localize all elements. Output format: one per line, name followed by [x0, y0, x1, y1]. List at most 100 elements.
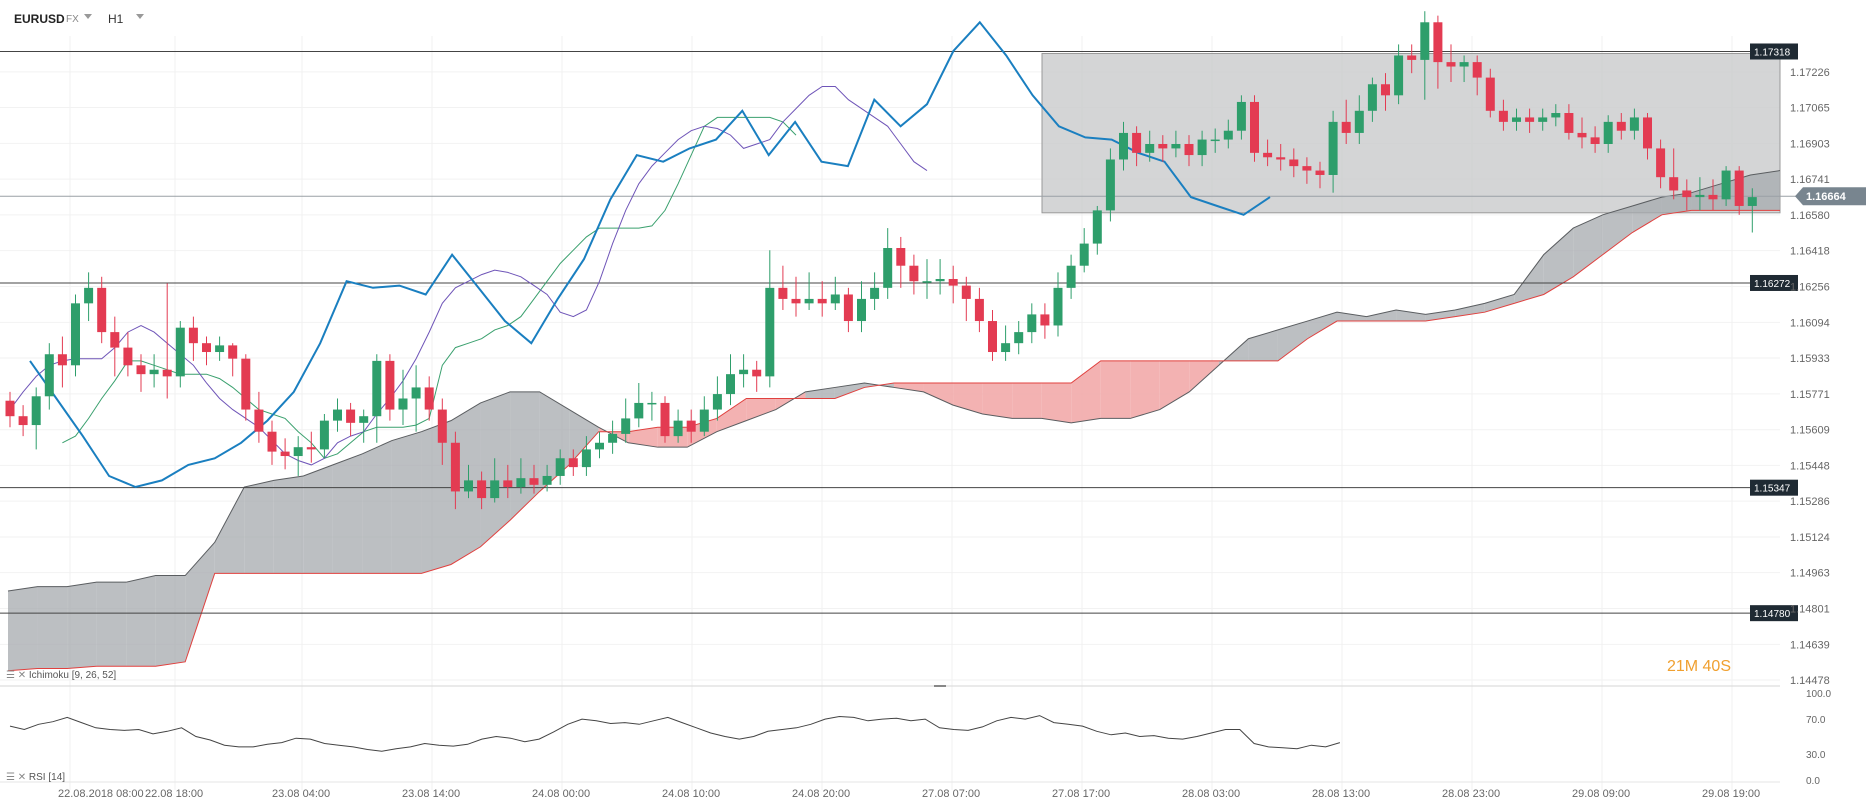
y-axis-tick-label: 1.16094	[1790, 317, 1830, 329]
symbol-label[interactable]: EURUSD	[14, 12, 65, 26]
candle-body	[398, 398, 408, 410]
candle-body	[739, 369, 749, 375]
candle-body	[634, 402, 644, 419]
candle-body	[1708, 194, 1718, 200]
candle-body	[608, 433, 618, 443]
level-price-label: 1.15347	[1754, 484, 1791, 495]
ichimoku-cloud-segment	[982, 383, 1013, 419]
candle-body	[529, 478, 539, 485]
ichimoku-cloud-segment	[214, 487, 245, 574]
candle-body	[1250, 101, 1259, 153]
candle-body	[1590, 137, 1600, 144]
candle-body	[97, 287, 107, 333]
candle-body	[1119, 132, 1128, 160]
ichimoku-cloud-segment	[332, 453, 363, 574]
candle-body	[71, 303, 80, 366]
settings-icon[interactable]: ☰ ✕	[6, 670, 27, 681]
countdown-minutes-unit: M	[1684, 658, 1699, 675]
candle-body	[1053, 287, 1063, 326]
ichimoku-cloud-segment	[923, 383, 954, 406]
ichimoku-legend[interactable]: ☰ ✕ Ichimoku [9, 26, 52]	[6, 670, 116, 681]
candle-body	[1512, 117, 1521, 122]
candle-body	[1328, 121, 1338, 175]
candle-body	[935, 278, 945, 282]
candle-body	[280, 451, 290, 457]
candle-body	[870, 287, 880, 299]
x-axis-tick-label: 27.08 07:00	[922, 788, 980, 800]
candle-body	[359, 416, 369, 423]
tenkan-sen-line	[9, 86, 928, 466]
candle-body	[162, 369, 172, 377]
candle-body	[1066, 265, 1076, 288]
ichimoku-cloud-segment	[8, 586, 38, 671]
ichimoku-cloud-segment	[1602, 205, 1633, 255]
ichimoku-cloud-segment	[391, 431, 422, 574]
timeframe-selector[interactable]: H1	[108, 12, 124, 26]
candle-body	[595, 442, 604, 450]
candle-body	[1616, 121, 1626, 131]
ichimoku-cloud-segment	[1130, 360, 1160, 419]
ichimoku-cloud-segment	[480, 391, 511, 547]
candle-body	[1747, 197, 1757, 206]
candle-body	[490, 480, 500, 499]
x-axis-tick-label: 28.08 03:00	[1182, 788, 1240, 800]
candle-body	[1734, 170, 1744, 206]
candle-body	[1276, 157, 1286, 160]
candle-body	[293, 447, 303, 457]
candle-body	[1236, 101, 1246, 131]
candle-body	[843, 294, 853, 322]
candle-body	[817, 298, 827, 304]
rsi-axis-tick-label: 30.0	[1806, 750, 1826, 761]
candle-body	[228, 345, 238, 359]
candle-body	[1643, 117, 1652, 149]
candle-body	[267, 431, 277, 452]
candle-body	[712, 394, 722, 410]
ichimoku-cloud-segment	[1337, 312, 1367, 322]
countdown-seconds: 40	[1702, 658, 1721, 675]
market-chevron-down-icon[interactable]	[84, 14, 92, 19]
candle-body	[57, 354, 67, 366]
ichimoku-cloud-segment	[805, 387, 835, 399]
candle-body	[1381, 84, 1390, 96]
ichimoku-cloud-segment	[628, 427, 658, 448]
ichimoku-cloud-segment	[244, 480, 274, 574]
x-axis-tick-label: 22.08 18:00	[145, 788, 203, 800]
ichimoku-cloud-segment	[1632, 197, 1662, 233]
ichimoku-cloud-segment	[834, 383, 865, 399]
y-axis-tick-label: 1.15448	[1790, 460, 1830, 472]
candle-body	[5, 400, 15, 417]
candle-body	[372, 360, 382, 417]
x-axis-tick-label: 24.08 10:00	[662, 788, 720, 800]
candle-body	[1171, 143, 1181, 149]
candle-body	[1367, 84, 1377, 111]
x-axis-tick-label: 28.08 23:00	[1442, 788, 1500, 800]
candle-body	[1564, 113, 1574, 133]
ichimoku-cloud-segment	[126, 575, 156, 667]
candle-body	[1498, 110, 1508, 122]
rsi-legend[interactable]: ☰ ✕ RSI [14]	[6, 772, 65, 783]
candle-body	[1132, 132, 1142, 153]
candle-body	[1289, 159, 1299, 167]
y-axis-tick-label: 1.16741	[1790, 174, 1830, 186]
candle-body	[1446, 62, 1456, 67]
candle-countdown: 21M 40S	[1667, 658, 1731, 676]
rsi-axis-tick-label: 100.0	[1806, 689, 1831, 700]
candle-body	[1263, 152, 1273, 158]
candle-body	[254, 409, 264, 432]
ichimoku-cloud-segment	[1455, 303, 1485, 317]
timeframe-chevron-down-icon[interactable]	[136, 14, 144, 19]
ichimoku-cloud-segment	[894, 383, 924, 392]
candle-body	[621, 418, 631, 434]
y-axis-tick-label: 1.17065	[1790, 102, 1830, 114]
candle-body	[686, 420, 696, 432]
y-axis-tick-label: 1.15124	[1790, 532, 1830, 544]
candle-body	[1197, 139, 1207, 156]
settings-icon[interactable]: ☰ ✕	[6, 772, 27, 783]
ichimoku-cloud-segment	[1012, 383, 1042, 419]
candle-body	[18, 416, 28, 426]
candle-body	[896, 248, 906, 266]
candle-body	[1472, 62, 1482, 78]
candle-body	[804, 298, 814, 304]
market-label[interactable]: FX	[66, 14, 79, 25]
